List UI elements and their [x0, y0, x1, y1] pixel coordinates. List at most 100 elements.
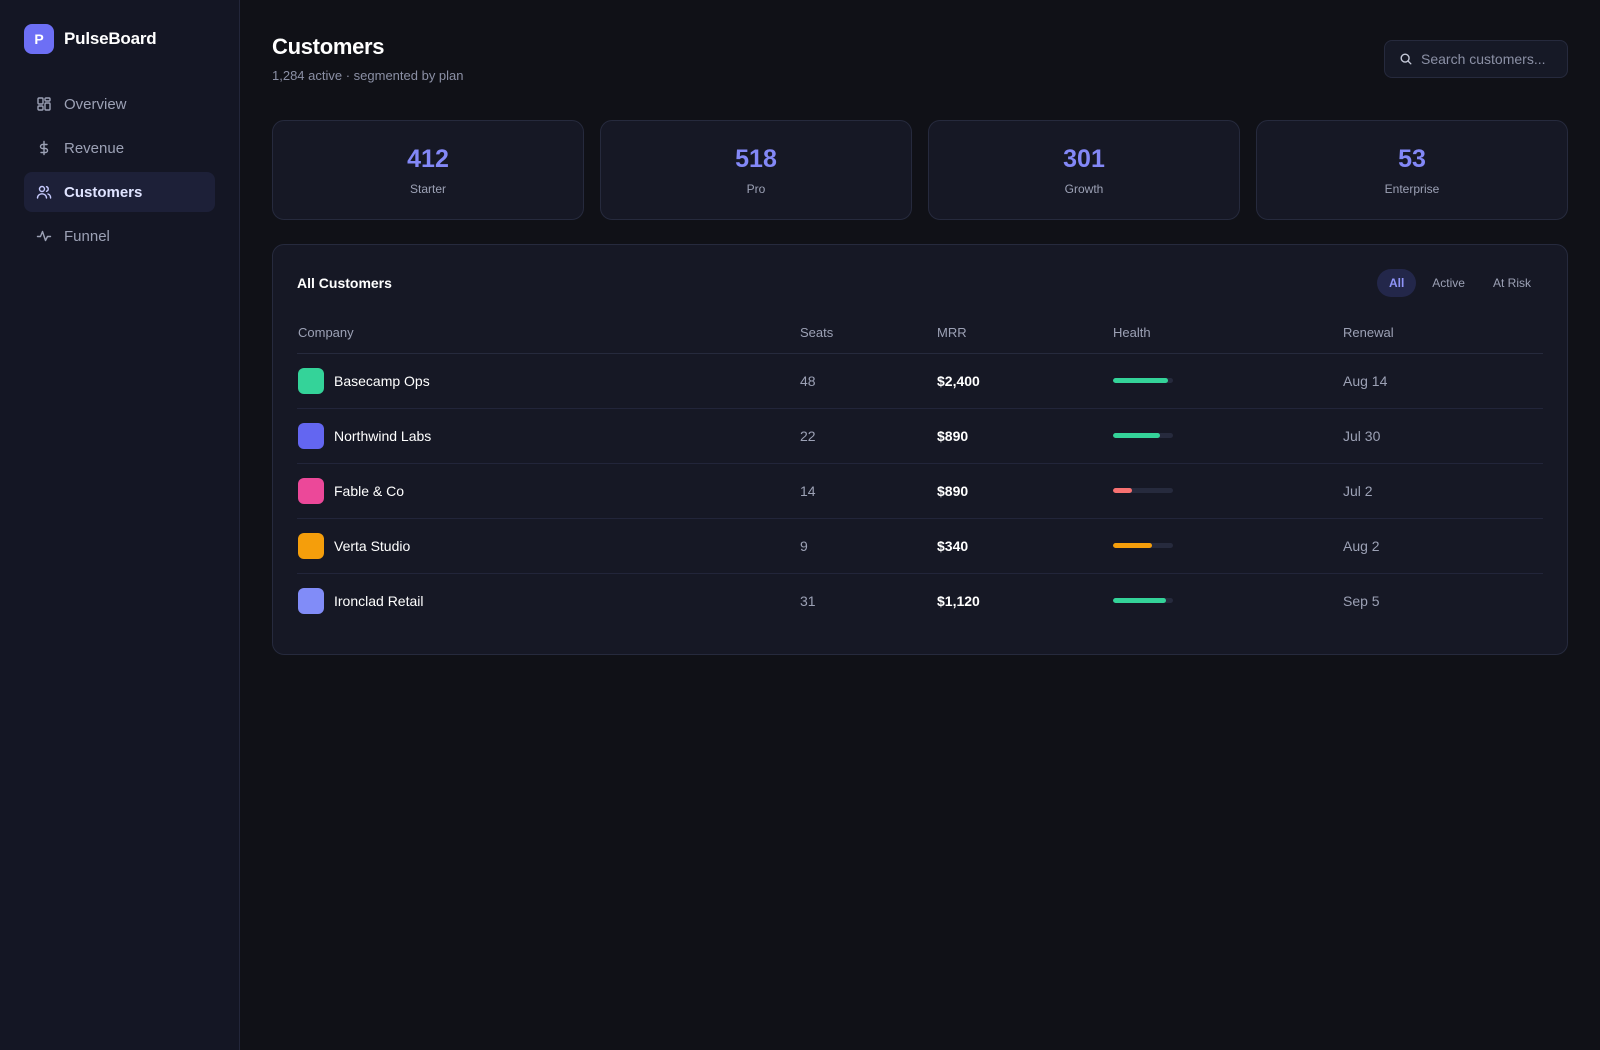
stat-card-pro: 518 Pro — [600, 120, 912, 220]
company-name: Ironclad Retail — [334, 592, 424, 609]
brand-logo: P — [24, 24, 54, 54]
seats-cell: 31 — [800, 592, 816, 609]
company-avatar — [298, 532, 324, 559]
mrr-cell: $1,120 — [937, 592, 980, 609]
health-bar-fill — [1113, 543, 1152, 548]
health-bar-fill — [1113, 488, 1133, 493]
health-bar-fill — [1113, 433, 1160, 438]
column-header-company[interactable]: Company — [297, 313, 799, 354]
health-cell — [1112, 573, 1342, 628]
company-cell: Northwind Labs — [298, 422, 798, 449]
stat-value: 518 — [735, 144, 777, 173]
stat-value: 412 — [407, 144, 449, 173]
sidebar-item-label: Funnel — [64, 227, 110, 245]
health-cell — [1112, 518, 1342, 574]
brand-name: PulseBoard — [64, 29, 157, 48]
mrr-cell: $890 — [936, 463, 1112, 519]
filter-all[interactable]: All — [1376, 269, 1417, 297]
filter-tabs: All Active At Risk — [1376, 269, 1543, 297]
stat-label: Pro — [746, 181, 766, 196]
column-header-mrr[interactable]: MRR — [936, 313, 1112, 354]
mrr-cell: $2,400 — [936, 353, 1112, 409]
filter-active[interactable]: Active — [1420, 269, 1477, 297]
table-row[interactable]: Verta Studio 9 $340 Aug 2 — [297, 518, 1543, 574]
seats-cell: 9 — [799, 518, 936, 574]
activity-icon — [36, 230, 52, 242]
stat-card-growth: 301 Growth — [928, 120, 1240, 220]
panel-title: All Customers — [297, 275, 392, 291]
health-bar — [1113, 488, 1173, 493]
search-icon — [1400, 53, 1412, 65]
company-cell: Ironclad Retail — [298, 587, 798, 614]
renewal-cell: Jul 30 — [1342, 408, 1543, 464]
main-content: Customers 1,284 active · segmented by pl… — [240, 0, 1600, 1050]
page-header: Customers 1,284 active · segmented by pl… — [272, 34, 1568, 120]
table-row[interactable]: Northwind Labs 22 $890 Jul 30 — [297, 408, 1543, 464]
company-avatar — [298, 422, 324, 449]
company-name: Northwind Labs — [334, 427, 432, 444]
customers-table: Company Seats MRR Health Renewal Basecam… — [297, 313, 1543, 628]
renewal-cell: Sep 5 — [1343, 592, 1380, 609]
sidebar-item-label: Customers — [64, 183, 143, 201]
health-bar-fill — [1113, 598, 1166, 604]
column-header-health[interactable]: Health — [1112, 313, 1342, 354]
brand[interactable]: P PulseBoard — [24, 24, 215, 54]
mrr-cell: $340 — [936, 518, 1112, 574]
plan-stats: 412 Starter 518 Pro 301 Growth 53 Enterp… — [272, 120, 1568, 220]
grid-icon — [37, 97, 51, 111]
health-bar — [1113, 378, 1173, 383]
seats-cell: 14 — [799, 463, 936, 519]
stat-card-enterprise: 53 Enterprise — [1256, 120, 1568, 220]
company-cell: Basecamp Ops — [298, 367, 798, 394]
sidebar-item-label: Overview — [64, 95, 127, 113]
seats-cell: 22 — [799, 408, 936, 464]
stat-label: Enterprise — [1384, 181, 1440, 196]
filter-at-risk[interactable]: At Risk — [1481, 269, 1543, 297]
sidebar-item-funnel[interactable]: Funnel — [24, 216, 215, 256]
company-name: Fable & Co — [334, 482, 405, 499]
health-cell — [1112, 408, 1342, 464]
table-row[interactable]: Ironclad Retail 31 $1,120 Sep 5 — [297, 573, 1543, 628]
health-bar — [1113, 433, 1173, 438]
column-header-renewal[interactable]: Renewal — [1342, 313, 1543, 354]
health-bar-fill — [1113, 378, 1169, 383]
column-header-seats[interactable]: Seats — [799, 313, 936, 354]
renewal-cell: Jul 2 — [1342, 463, 1543, 519]
company-cell: Verta Studio — [298, 532, 798, 559]
stat-value: 301 — [1063, 144, 1105, 173]
search-box[interactable] — [1384, 40, 1568, 78]
company-avatar — [298, 477, 324, 504]
sidebar-nav: Overview Revenue Customers — [24, 84, 215, 256]
dollar-icon — [39, 140, 49, 156]
company-avatar — [298, 587, 324, 614]
page-title: Customers — [272, 34, 385, 59]
page-subtitle: 1,284 active · segmented by plan — [272, 68, 464, 83]
health-bar — [1113, 543, 1173, 548]
company-name: Basecamp Ops — [334, 372, 430, 389]
stat-label: Starter — [409, 181, 446, 196]
renewal-cell: Aug 14 — [1342, 353, 1543, 409]
stat-label: Growth — [1064, 181, 1104, 196]
company-name: Verta Studio — [334, 537, 411, 554]
stat-card-starter: 412 Starter — [272, 120, 584, 220]
seats-cell: 48 — [799, 353, 936, 409]
renewal-cell: Aug 2 — [1342, 518, 1543, 574]
mrr-cell: $890 — [936, 408, 1112, 464]
table-row[interactable]: Fable & Co 14 $890 Jul 2 — [297, 463, 1543, 519]
health-bar — [1113, 598, 1173, 604]
panel-header: All Customers All Active At Risk — [297, 269, 1543, 297]
sidebar-item-label: Revenue — [64, 139, 125, 157]
health-cell — [1112, 463, 1342, 519]
sidebar-item-overview[interactable]: Overview — [24, 84, 215, 124]
company-avatar — [298, 367, 324, 394]
health-cell — [1112, 353, 1342, 409]
table-row[interactable]: Basecamp Ops 48 $2,400 Aug 14 — [297, 353, 1543, 409]
customers-panel: All Customers All Active At Risk Company… — [272, 244, 1568, 655]
stat-value: 53 — [1398, 144, 1426, 173]
search-input[interactable] — [1421, 51, 1561, 67]
sidebar: P PulseBoard Overview Revenue — [0, 0, 240, 1050]
company-cell: Fable & Co — [298, 477, 798, 504]
sidebar-item-customers[interactable]: Customers — [24, 172, 215, 212]
sidebar-item-revenue[interactable]: Revenue — [24, 128, 215, 168]
